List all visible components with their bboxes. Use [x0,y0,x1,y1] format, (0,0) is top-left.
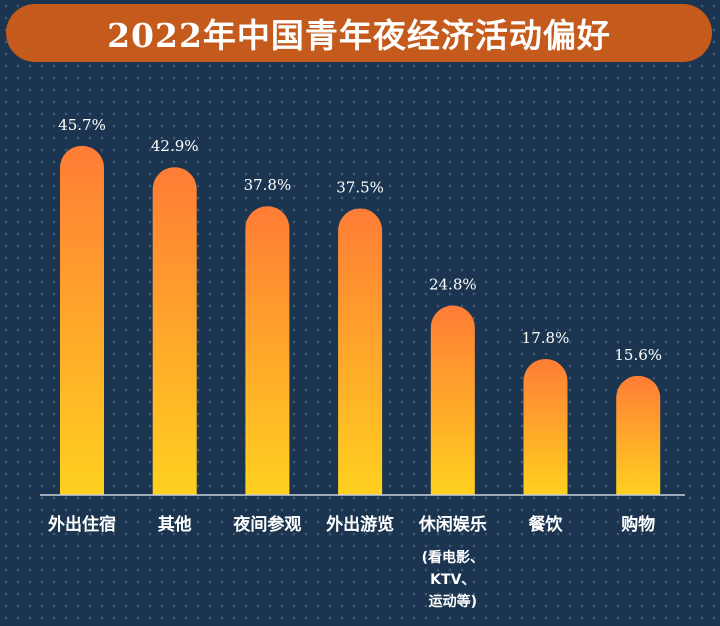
category-note-5-line-2: KTV、 [430,572,475,588]
value-label-4: 37.5% [336,179,384,197]
bar-7 [616,375,661,495]
bar-2 [152,167,197,495]
value-label-5: 24.8% [429,276,477,294]
title-banner: 2022年中国青年夜经济活动偏好 [6,4,712,62]
category-label-4: 外出游览 [326,514,394,535]
category-label-1: 外出住宿 [48,514,116,535]
bar-1 [60,145,104,496]
bar-4 [338,208,383,495]
chart-title: 2022年中国青年夜经济活动偏好 [107,16,611,55]
category-note-5-line-3: 运动等) [429,593,477,610]
bar-6 [523,359,568,495]
category-label-2: 其他 [158,514,192,535]
value-label-6: 17.8% [522,329,570,347]
bar-5 [430,305,475,495]
category-note-5-line-1: (看电影、 [422,549,484,566]
category-label-3: 夜间参观 [232,514,301,535]
bars-group [60,145,661,496]
value-label-2: 42.9% [151,137,199,155]
category-label-7: 购物 [621,514,655,535]
value-label-3: 37.8% [244,176,292,194]
category-label-5: 休闲娱乐 [418,514,487,535]
category-label-6: 餐饮 [529,514,564,535]
bar-3 [245,206,290,495]
value-label-1: 45.7% [58,116,106,134]
labels-group: 45.7% 外出住宿 42.9% 其他 37.8% 夜间参观 37.5% 外出游览 24.8% 休… [48,116,662,610]
value-label-7: 15.6% [614,346,662,364]
